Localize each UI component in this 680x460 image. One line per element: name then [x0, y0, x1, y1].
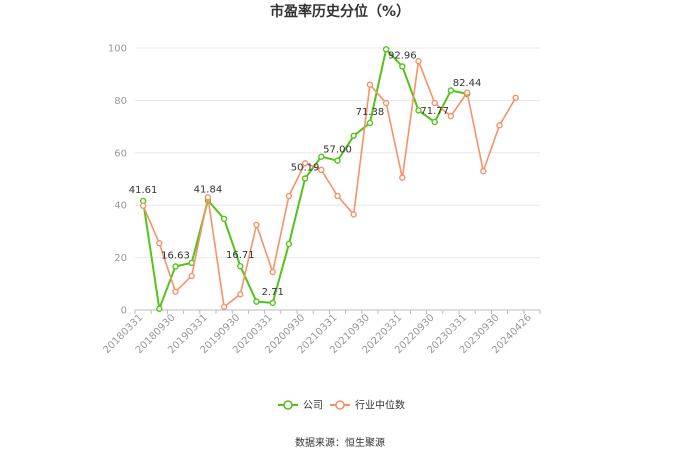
data-label: 71.38 — [356, 107, 385, 118]
series-point-1 — [350, 211, 357, 218]
series-point-1 — [366, 81, 374, 88]
series-point-1 — [220, 303, 228, 311]
series-point-0 — [269, 299, 276, 307]
y-tick-label: 100 — [108, 44, 127, 55]
data-label: 57.00 — [323, 145, 352, 156]
series-point-1 — [204, 194, 212, 201]
series-point-1 — [512, 94, 519, 101]
y-tick-label: 60 — [114, 148, 127, 159]
series-point-0 — [237, 263, 244, 270]
series-point-1 — [463, 89, 471, 96]
source-note: 数据来源：恒生聚源 — [295, 436, 385, 449]
series-point-0 — [334, 157, 341, 164]
data-label: 82.44 — [453, 78, 482, 89]
series-point-1 — [285, 192, 293, 200]
legend-marker — [335, 400, 345, 410]
series-point-1 — [415, 57, 422, 65]
series-point-1 — [318, 166, 325, 174]
data-label: 50.19 — [291, 163, 320, 174]
legend[interactable]: 公司 行业中位数 — [278, 399, 405, 412]
series-point-1 — [156, 239, 163, 247]
series-point-0 — [285, 240, 293, 248]
x-axis: 2018033120180930201903312019093020200331… — [101, 309, 541, 356]
y-tick-label: 40 — [114, 201, 127, 212]
data-label: 71.77 — [420, 106, 449, 117]
series-point-1 — [431, 99, 438, 107]
y-tick-label: 0 — [121, 306, 127, 317]
series-point-1 — [399, 174, 406, 181]
data-label: 41.84 — [194, 184, 223, 195]
series-point-1 — [253, 221, 260, 229]
legend-label: 公司 — [303, 401, 323, 412]
series-point-0 — [318, 153, 325, 160]
legend-item-1[interactable]: 行业中位数 — [330, 399, 405, 412]
series-point-1 — [301, 160, 309, 167]
series-point-1 — [237, 291, 244, 298]
legend-item-0[interactable]: 公司 — [278, 400, 323, 412]
series-point-0 — [156, 305, 163, 312]
series-point-1 — [334, 192, 341, 200]
series-point-0 — [350, 132, 357, 139]
data-label: 16.63 — [161, 250, 190, 261]
legend-marker — [283, 400, 293, 410]
chart-title: 市盈率历史分位（%） — [270, 3, 410, 20]
y-tick-label: 20 — [114, 253, 127, 264]
series-point-0 — [431, 118, 438, 126]
series-point-0 — [382, 46, 390, 53]
data-label: 92.96 — [388, 50, 417, 61]
series-point-1 — [382, 99, 390, 107]
series-point-0 — [220, 215, 228, 223]
legend-label: 行业中位数 — [355, 399, 405, 412]
data-label: 16.71 — [226, 250, 255, 261]
series-point-1 — [496, 122, 503, 129]
plot-area — [139, 46, 519, 312]
series-point-0 — [253, 298, 260, 305]
series-point-0 — [399, 63, 406, 70]
series-point-0 — [172, 263, 179, 270]
series-point-0 — [447, 87, 455, 94]
data-label: 2.71 — [262, 287, 284, 298]
series-point-0 — [366, 119, 374, 127]
data-label: 41.61 — [129, 185, 158, 196]
series-point-1 — [447, 112, 455, 120]
series-point-1 — [172, 288, 179, 295]
series-point-1 — [269, 268, 276, 276]
series-point-1 — [188, 272, 195, 280]
series-point-1 — [139, 202, 147, 209]
series-point-0 — [301, 175, 309, 182]
y-axis: 0 20 40 60 80 100 — [108, 44, 127, 317]
series-point-0 — [415, 107, 422, 114]
chart-grid — [135, 47, 540, 259]
series-point-1 — [480, 167, 487, 175]
series-line-1 — [142, 60, 517, 308]
y-tick-label: 80 — [114, 96, 127, 107]
